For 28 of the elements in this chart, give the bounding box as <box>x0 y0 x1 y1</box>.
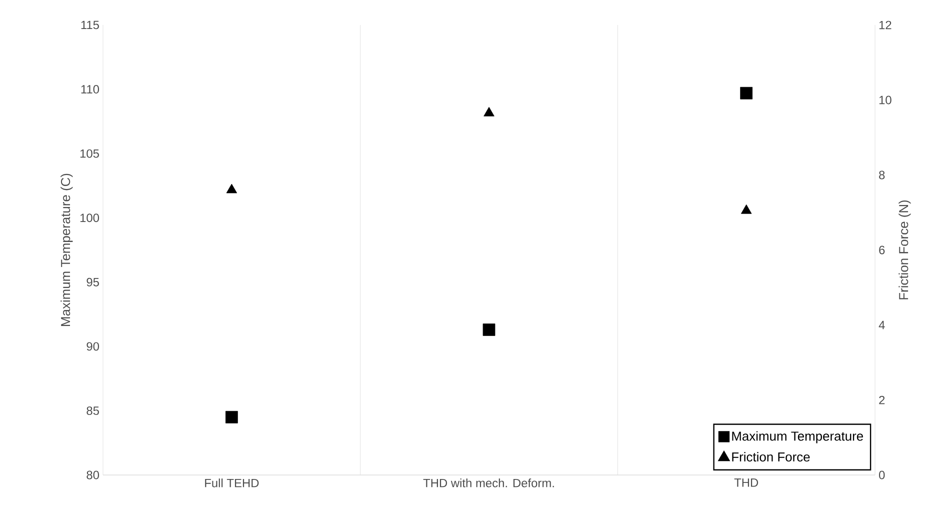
point <box>226 184 238 194</box>
point <box>740 204 752 214</box>
y-axis-title: Maximum Temperature (C) <box>60 174 73 326</box>
legend-label: Friction Force <box>732 452 810 462</box>
y2-tick-label: 6 <box>879 246 885 254</box>
y-tick-label: 105 <box>80 149 99 158</box>
x-tick-label: THD with mech. Deform. <box>423 478 554 488</box>
y2-tick-label: 2 <box>879 396 885 404</box>
y2-tick-label: 0 <box>879 470 885 480</box>
y-tick-label: 90 <box>86 342 100 351</box>
point <box>225 410 238 424</box>
y2-tick-label: 12 <box>879 20 892 30</box>
y2-tick-label: 8 <box>879 170 885 180</box>
legend-label: Maximum Temperature <box>732 431 863 444</box>
x-tick-label: THD <box>734 478 758 487</box>
y-tick-label: 80 <box>86 470 100 480</box>
point <box>482 324 496 336</box>
y2-tick-label: 4 <box>878 320 885 330</box>
point <box>740 86 753 100</box>
y-tick-label: 110 <box>81 85 100 94</box>
y2-axis-title: Friction Force (N) <box>898 200 911 300</box>
y-tick-label: 115 <box>81 20 99 30</box>
y2-tick-label: 10 <box>879 96 892 104</box>
x-tick-label: Full TEHD <box>205 478 259 488</box>
y-tick-label: 100 <box>80 214 100 222</box>
y-tick-label: 95 <box>86 278 99 286</box>
point <box>484 106 494 116</box>
y-tick-label: 85 <box>86 406 99 415</box>
